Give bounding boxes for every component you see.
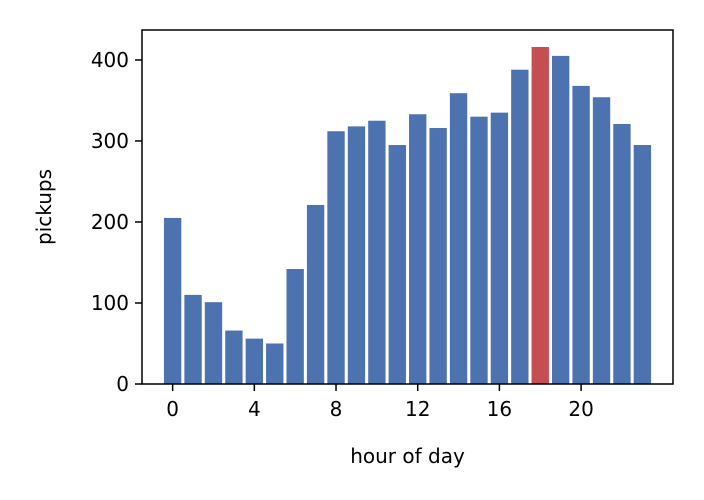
x-tick-label: 4 bbox=[248, 397, 261, 421]
y-tick-label: 200 bbox=[91, 210, 129, 234]
bar-hour-9 bbox=[347, 126, 366, 385]
bar-hour-1 bbox=[184, 294, 202, 384]
x-tick-label: 12 bbox=[405, 397, 430, 421]
bar-hour-14 bbox=[449, 93, 468, 384]
x-tick-label: 20 bbox=[568, 397, 593, 421]
bar-hour-2 bbox=[204, 302, 223, 384]
plot-frame bbox=[141, 29, 674, 385]
bar-hour-3 bbox=[225, 330, 243, 384]
bar-hour-15 bbox=[470, 116, 488, 385]
y-tick-label: 400 bbox=[91, 48, 129, 72]
bar-hour-21 bbox=[592, 97, 611, 385]
bar-hour-23 bbox=[633, 145, 652, 384]
bar-hour-20 bbox=[572, 85, 590, 384]
bar-hour-22 bbox=[613, 123, 631, 384]
y-axis-ticks: 0 100 200 300 400 bbox=[91, 48, 142, 396]
x-tick-label: 0 bbox=[166, 397, 179, 421]
bar-hour-5 bbox=[266, 343, 284, 384]
bar-hour-18 bbox=[531, 47, 549, 384]
bar-hour-7 bbox=[306, 204, 325, 384]
bar-hour-0 bbox=[163, 217, 182, 384]
bar-hour-17 bbox=[511, 69, 529, 384]
bar-hour-12 bbox=[409, 114, 427, 384]
bar-hour-11 bbox=[388, 145, 406, 384]
x-tick-label: 16 bbox=[487, 397, 512, 421]
bar-hour-10 bbox=[368, 120, 386, 384]
bar-hour-6 bbox=[286, 268, 304, 384]
bar-hour-19 bbox=[551, 55, 570, 385]
bars bbox=[163, 47, 652, 385]
y-tick-label: 300 bbox=[91, 129, 129, 153]
x-tick-label: 8 bbox=[330, 397, 343, 421]
y-tick-label: 100 bbox=[91, 291, 129, 315]
x-axis-label: hour of day bbox=[350, 444, 465, 468]
y-tick-label: 0 bbox=[116, 372, 129, 396]
y-axis-label: pickups bbox=[32, 169, 56, 245]
bar-hour-16 bbox=[490, 112, 509, 384]
bar-hour-8 bbox=[327, 131, 345, 384]
bar-hour-13 bbox=[429, 128, 447, 384]
bar-hour-4 bbox=[245, 338, 264, 384]
x-axis-ticks: 0 4 8 12 16 20 bbox=[166, 384, 594, 421]
